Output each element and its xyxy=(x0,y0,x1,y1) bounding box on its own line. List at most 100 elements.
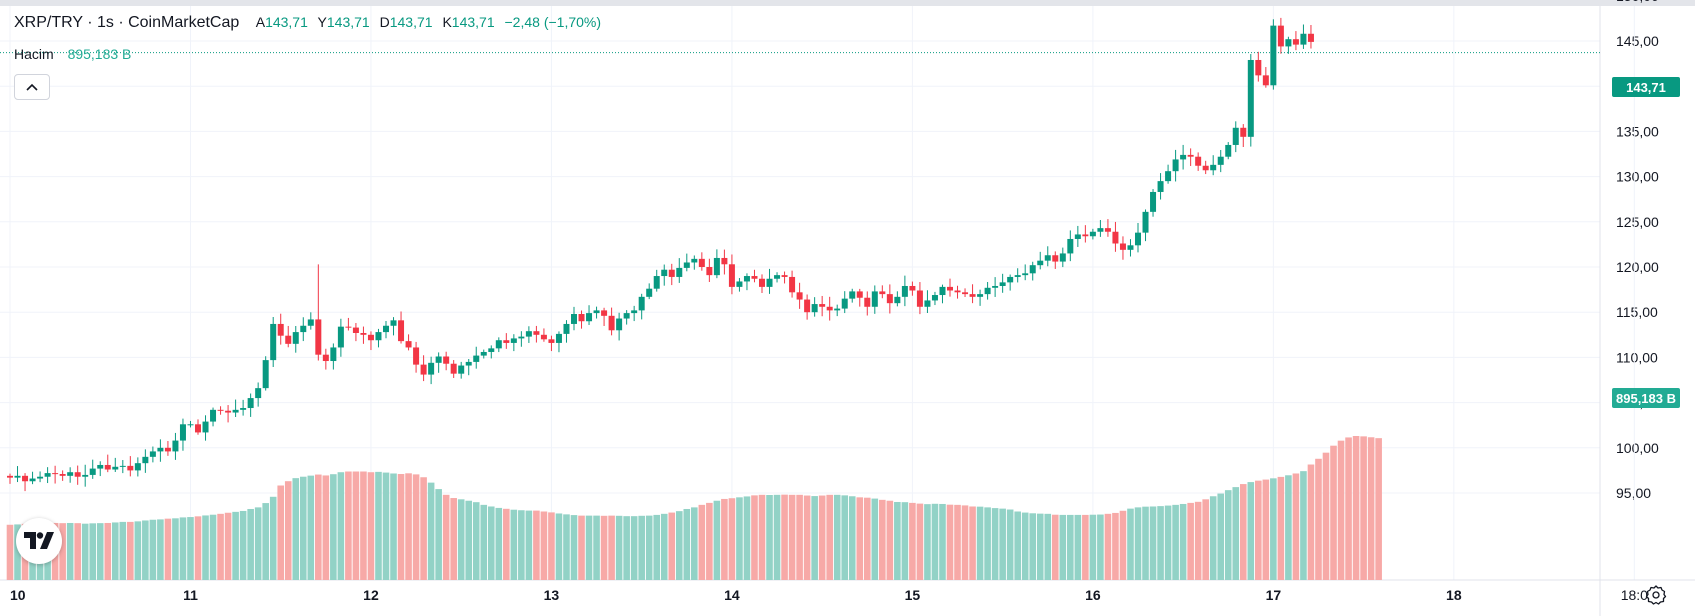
volume-bar xyxy=(104,522,112,580)
candle-body xyxy=(1277,25,1284,47)
candle-body xyxy=(450,363,457,374)
volume-bar xyxy=(1051,514,1059,580)
volume-bar xyxy=(1021,512,1029,580)
candle-body xyxy=(871,291,878,307)
volume-bar xyxy=(299,476,307,580)
volume-bar xyxy=(1179,503,1187,580)
volume-bar xyxy=(1330,445,1337,580)
volume-bar xyxy=(277,485,285,580)
volume-bar xyxy=(713,500,721,580)
volume-bar xyxy=(984,507,991,580)
volume-bar xyxy=(239,510,247,580)
volume-bar xyxy=(247,508,254,580)
candle-body xyxy=(164,447,171,452)
x-tick-label: 17 xyxy=(1266,587,1282,603)
volume-bar xyxy=(675,511,683,580)
volume-bar xyxy=(412,474,420,580)
volume-bar xyxy=(1255,480,1262,580)
gear-icon[interactable] xyxy=(1644,583,1668,607)
volume-bar xyxy=(803,495,811,580)
volume-bar xyxy=(954,504,961,580)
volume-bar xyxy=(1307,464,1315,580)
candle-body xyxy=(1119,243,1126,250)
volume-bar xyxy=(946,504,954,580)
volume-bar xyxy=(89,523,97,580)
volume-bar xyxy=(480,504,488,580)
volume-label: Hacim xyxy=(14,46,54,62)
candle-body xyxy=(616,318,623,331)
volume-bar xyxy=(254,507,262,580)
volume-bar xyxy=(518,510,525,580)
volume-bar xyxy=(886,500,894,580)
volume-bar xyxy=(638,515,645,580)
volume-bar xyxy=(856,497,864,580)
volume-bar xyxy=(1292,473,1300,580)
volume-bar xyxy=(698,504,706,580)
candle-body xyxy=(1240,127,1247,137)
volume-bar xyxy=(315,474,322,580)
x-tick-label: 15 xyxy=(905,587,921,603)
x-tick-label: 13 xyxy=(544,587,560,603)
x-tick-label: 18 xyxy=(1446,587,1462,603)
candle-body xyxy=(285,335,292,344)
volume-bar xyxy=(796,494,803,580)
candle-body xyxy=(646,288,653,297)
volume-bar xyxy=(1202,499,1209,580)
volume-bar xyxy=(1089,514,1097,580)
volume-bar xyxy=(345,471,352,580)
candle-body xyxy=(345,326,352,328)
volume-bar xyxy=(390,473,397,580)
candle-body xyxy=(179,424,186,441)
volume-bar xyxy=(172,518,179,580)
candle-body xyxy=(586,313,593,322)
y-tick-label: 115,00 xyxy=(1616,304,1658,320)
candle-body xyxy=(74,472,81,477)
candle-body xyxy=(751,276,758,279)
volume-bar xyxy=(382,472,390,580)
candle-body xyxy=(834,308,841,311)
volume-legend[interactable]: Hacim 895,183 B xyxy=(14,46,131,62)
volume-bar xyxy=(826,494,833,580)
candle-body xyxy=(1270,25,1277,86)
candle-body xyxy=(1165,171,1172,182)
low-label: D xyxy=(379,14,390,30)
volume-bar xyxy=(600,515,608,580)
candle-body xyxy=(1195,156,1202,166)
candle-body xyxy=(142,456,149,464)
candle-body xyxy=(503,340,510,343)
volume-bar xyxy=(1082,514,1089,580)
candle-body xyxy=(247,398,254,409)
x-tick-label: 16 xyxy=(1085,587,1101,603)
volume-bar xyxy=(472,502,480,580)
volume-bar xyxy=(879,499,886,580)
candle-body xyxy=(879,291,886,295)
candle-body xyxy=(1202,165,1209,171)
volume-bar xyxy=(1067,514,1074,580)
candle-body xyxy=(127,465,134,471)
candle-body xyxy=(1187,154,1194,157)
volume-bar xyxy=(367,472,375,580)
candle-body xyxy=(398,320,405,342)
volume-bar xyxy=(781,494,788,580)
candle-body xyxy=(458,365,465,374)
open-value: 143,71 xyxy=(265,14,308,30)
volume-bar xyxy=(660,513,668,580)
volume-bar xyxy=(1375,438,1382,580)
x-tick-label: 14 xyxy=(724,587,740,603)
volume-bar xyxy=(111,522,119,580)
symbol-title[interactable]: XRP/TRY · 1s · CoinMarketCap xyxy=(14,14,240,31)
volume-bar xyxy=(14,524,21,580)
tradingview-logo-mark xyxy=(24,532,54,549)
tradingview-logo-icon[interactable] xyxy=(16,518,62,564)
collapse-legend-button[interactable] xyxy=(14,74,50,100)
candle-body xyxy=(540,334,547,340)
close-value: 143,71 xyxy=(451,14,495,30)
candle-body xyxy=(571,314,577,324)
candle-body xyxy=(864,297,871,307)
candle-body xyxy=(1157,181,1164,192)
candle-body xyxy=(804,299,811,313)
candle-body xyxy=(1007,276,1014,283)
volume-bar xyxy=(1224,490,1232,580)
volume-bar xyxy=(1270,478,1277,580)
